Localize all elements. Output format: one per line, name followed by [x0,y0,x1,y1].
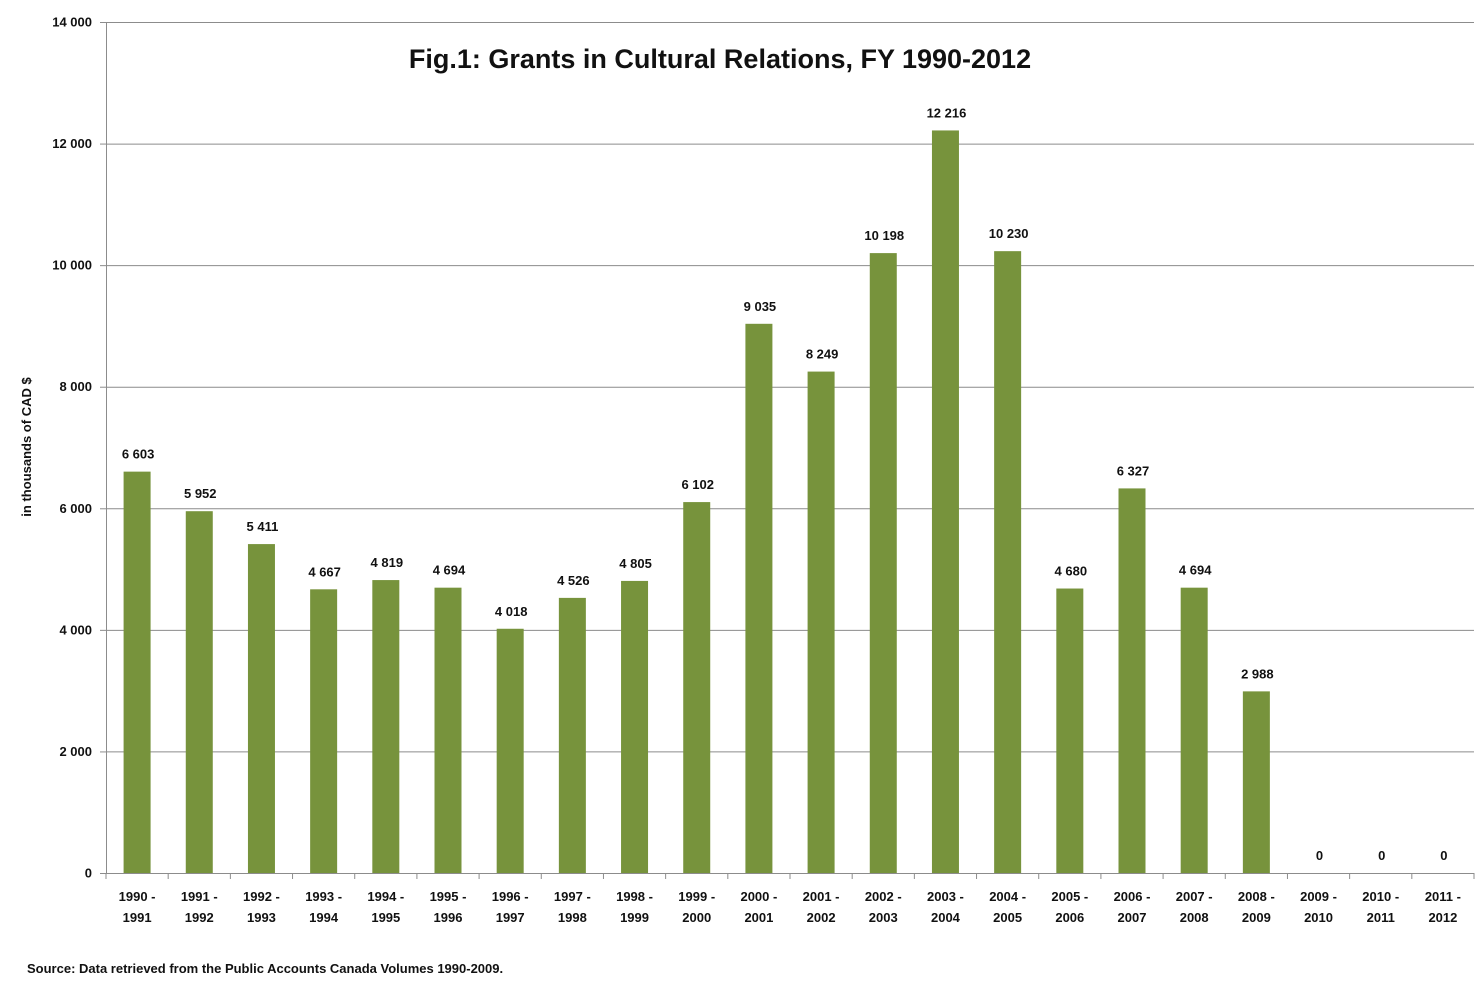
bar [994,251,1022,874]
x-tick-label: 2010 [1304,910,1333,925]
data-label: 12 216 [927,105,967,120]
x-tick-label: 1995 - [430,889,467,904]
y-tick-label: 8 000 [59,379,92,394]
x-tick-label: 2005 - [1051,889,1088,904]
y-tick-label: 2 000 [59,744,92,759]
bar [1118,488,1146,873]
y-tick-label: 10 000 [52,258,92,273]
bar [310,589,338,873]
x-tick-label: 1996 - [492,889,529,904]
y-axis-label: in thousands of CAD $ [19,377,34,517]
bar [1242,691,1270,873]
y-tick-label: 0 [85,866,92,881]
data-label: 4 819 [371,555,404,570]
bar [185,511,213,873]
x-tick-label: 2012 [1428,910,1457,925]
x-tick-label: 2006 [1055,910,1084,925]
data-label: 0 [1440,848,1447,863]
x-tick-label: 1990 - [119,889,156,904]
data-label: 2 988 [1241,666,1274,681]
data-label: 10 198 [864,228,904,243]
y-tick-label: 6 000 [59,501,92,516]
x-tick-label: 2005 [993,910,1022,925]
data-label: 9 035 [744,299,777,314]
data-label: 0 [1316,848,1323,863]
x-tick-label: 1993 [247,910,276,925]
bar [1056,588,1084,873]
x-tick-label: 1997 [496,910,525,925]
x-tick-label: 2004 [931,910,961,925]
data-label: 4 694 [433,563,466,578]
x-tick-label: 1998 [558,910,587,925]
x-tick-label: 2007 [1118,910,1147,925]
x-tick-label: 1999 [620,910,649,925]
x-tick-label: 2008 - [1238,889,1275,904]
x-tick-label: 2001 - [803,889,840,904]
y-tick-label: 14 000 [52,15,92,30]
x-tick-label: 1994 [309,910,339,925]
x-tick-label: 1996 [434,910,463,925]
x-tick-label: 1992 [185,910,214,925]
data-label: 5 411 [247,519,279,534]
data-label: 4 680 [1055,564,1088,579]
bar [931,130,959,873]
x-tick-label: 2003 - [927,889,964,904]
chart-title: Fig.1: Grants in Cultural Relations, FY … [409,44,1031,74]
bar [496,628,524,873]
x-tick-label: 2003 [869,910,898,925]
x-tick-label: 2010 - [1362,889,1399,904]
data-label: 8 249 [806,347,839,362]
bars: 6 603 5 952 5 411 4 667 4 819 4 694 4 018 4 526… [122,105,1448,874]
bar [247,544,275,873]
x-tick-label: 1993 - [305,889,342,904]
data-label: 6 327 [1117,463,1150,478]
x-tick-label: 2004 - [989,889,1026,904]
bar [372,580,400,873]
y-tick-label: 4 000 [59,622,92,637]
data-label: 6 603 [122,447,155,462]
x-tick-label: 2011 [1367,910,1395,925]
data-label: 4 667 [308,564,341,579]
x-tick-label: 2008 [1180,910,1209,925]
x-tick-label: 2007 - [1176,889,1213,904]
bar [123,471,151,873]
x-tick-label: 2002 - [865,889,902,904]
x-tick-label: 2002 [807,910,836,925]
bar [869,253,897,873]
data-label: 5 952 [184,486,217,501]
bar [1180,587,1208,873]
x-tick-label: 2006 - [1114,889,1151,904]
data-label: 4 526 [557,573,590,588]
x-tick-label: 2001 [744,910,773,925]
bar [683,502,711,873]
data-label: 6 102 [681,477,714,492]
x-tick-label: 2000 [682,910,711,925]
y-tick-label: 12 000 [52,136,92,151]
x-tick-label: 1997 - [554,889,591,904]
bar [558,597,586,873]
x-tick-label: 1992 - [243,889,280,904]
x-tick-label: 2011 - [1425,889,1461,904]
axes: 0 2 000 4 000 6 000 8 000 10 000 12 000 14 000 1… [52,15,1475,925]
bar [807,371,835,873]
x-tick-label: 1991 [123,910,152,925]
x-tick-label: 1998 - [616,889,653,904]
x-tick-label: 1991 - [181,889,218,904]
data-label: 4 018 [495,604,528,619]
data-label: 4 805 [619,556,652,571]
x-tick-label: 2009 [1242,910,1271,925]
data-label: 0 [1378,848,1385,863]
x-tick-label: 2000 - [740,889,777,904]
bar [745,323,773,873]
x-tick-label: 2009 - [1300,889,1337,904]
x-tick-label: 1994 - [367,889,404,904]
bar [621,580,649,873]
data-label: 4 694 [1179,563,1212,578]
bar [434,587,462,873]
source-note: Source: Data retrieved from the Public A… [27,961,503,976]
x-tick-label: 1999 - [678,889,715,904]
x-tick-label: 1995 [371,910,400,925]
data-label: 10 230 [989,226,1029,241]
